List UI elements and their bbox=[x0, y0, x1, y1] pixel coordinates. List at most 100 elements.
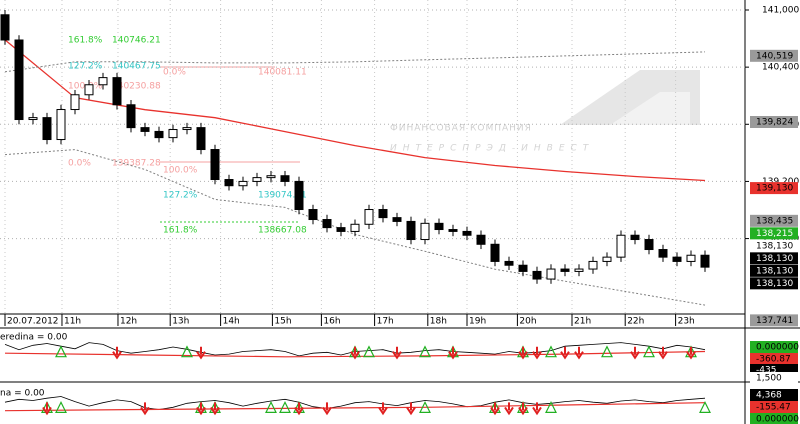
fib-label: 127.2% bbox=[68, 62, 103, 72]
x-tick-label: 14h bbox=[223, 317, 240, 327]
candle-body bbox=[336, 227, 346, 232]
sell-signal bbox=[532, 402, 542, 416]
candle-body bbox=[182, 127, 192, 131]
x-tick-label: 12h bbox=[120, 317, 137, 327]
x-tick-label: 18h bbox=[430, 317, 447, 327]
x-tick-label: 13h bbox=[172, 317, 189, 327]
sell-signal bbox=[196, 402, 206, 416]
candle-body bbox=[378, 209, 388, 219]
panel-tag bbox=[750, 341, 798, 353]
panel-tag bbox=[750, 389, 798, 401]
watermark-text: ИНТЕРСПРЭД-ИНВЕСТ bbox=[390, 144, 594, 154]
panel-tag bbox=[750, 413, 798, 424]
panel-title: eredina = 0.00 bbox=[0, 333, 68, 343]
candle-body bbox=[252, 177, 262, 182]
candle-body bbox=[154, 130, 164, 139]
panel-tag-label: 4,368 bbox=[756, 391, 782, 401]
fib-label: 140746.21 bbox=[112, 36, 161, 46]
candle-body bbox=[42, 117, 52, 141]
candle-body bbox=[364, 209, 374, 225]
panel-tag-label: -435 bbox=[756, 366, 776, 376]
sell-signal bbox=[490, 402, 500, 416]
x-tick-label: 16h bbox=[323, 317, 340, 327]
sell-signal bbox=[140, 402, 150, 416]
sell-signal bbox=[518, 402, 528, 416]
oscillator-line bbox=[4, 396, 706, 410]
watermark-text: ФИНАНСОВАЯ КОМПАНИЯ bbox=[390, 124, 532, 134]
candle-body bbox=[84, 84, 94, 96]
indicator-line bbox=[4, 39, 706, 182]
sell-signal bbox=[406, 402, 416, 416]
fib-label: 127.2% bbox=[163, 191, 198, 201]
price-tag bbox=[750, 116, 798, 128]
price-tag bbox=[750, 182, 798, 195]
candle-body bbox=[14, 39, 24, 121]
price-tag-label: 138,130 bbox=[756, 254, 793, 264]
price-tag-label: 138,215 bbox=[756, 229, 793, 239]
sell-signal bbox=[532, 346, 542, 360]
candle-body bbox=[672, 256, 682, 262]
panel-tag bbox=[750, 353, 798, 365]
logo-shape bbox=[610, 92, 690, 125]
price-tag-label: 139,824 bbox=[756, 118, 793, 128]
panel-tag-label: 1,500 bbox=[756, 374, 782, 384]
fib-label: 161.8% bbox=[68, 36, 103, 46]
candle-body bbox=[700, 254, 710, 268]
fib-label: 0.0% bbox=[68, 159, 91, 169]
sell-signal bbox=[350, 346, 360, 360]
signal-line bbox=[4, 402, 706, 412]
candle-body bbox=[168, 129, 178, 139]
candle-body bbox=[112, 77, 122, 106]
x-tick-label: 17h bbox=[377, 317, 394, 327]
sell-signal bbox=[504, 402, 514, 416]
candle-body bbox=[70, 94, 80, 111]
buy-signal bbox=[419, 345, 431, 358]
candle-body bbox=[644, 239, 654, 251]
candle-body bbox=[686, 254, 696, 262]
sell-signal bbox=[378, 402, 388, 416]
panel-title: na = 0.00 bbox=[0, 389, 45, 399]
price-tag bbox=[750, 227, 798, 240]
buy-signal bbox=[279, 401, 291, 413]
sell-signal bbox=[42, 402, 52, 416]
x-tick-label: 23h bbox=[678, 317, 695, 327]
candle-body bbox=[98, 77, 108, 86]
candle-body bbox=[504, 260, 514, 266]
buy-signal bbox=[545, 401, 557, 413]
price-tag-label: 138,435 bbox=[756, 216, 793, 226]
candle-body bbox=[280, 175, 290, 182]
candle-body bbox=[630, 234, 640, 241]
panel-tag bbox=[750, 401, 798, 413]
x-tick-label: 11h bbox=[64, 317, 81, 327]
candle-body bbox=[224, 179, 234, 187]
sell-signal bbox=[112, 346, 122, 360]
price-tag bbox=[750, 49, 798, 62]
buy-signal bbox=[181, 345, 193, 358]
fib-label: 140467.75 bbox=[112, 62, 161, 72]
x-tick-label: 20.07.2012 bbox=[7, 317, 59, 327]
sell-signal bbox=[448, 346, 458, 360]
candle-body bbox=[266, 175, 276, 179]
price-tag bbox=[750, 314, 798, 327]
price-tag-label: 137,741 bbox=[756, 316, 793, 326]
candle-body bbox=[406, 220, 416, 241]
candle-body bbox=[210, 149, 220, 181]
candle-body bbox=[392, 217, 402, 222]
y-tick-label: 141,000 bbox=[762, 6, 799, 16]
sell-signal bbox=[630, 346, 640, 360]
price-tag bbox=[750, 264, 798, 277]
buy-signal bbox=[265, 401, 277, 413]
panel-tag bbox=[750, 372, 798, 384]
candle-body bbox=[518, 264, 528, 272]
candle-body bbox=[0, 14, 10, 41]
y-tick-label: 140,400 bbox=[762, 63, 799, 73]
price-tag-label: 138,130 bbox=[756, 266, 793, 276]
fib-label: 139074.51 bbox=[258, 191, 307, 201]
panel-tag-label: 0.000000 bbox=[756, 343, 799, 353]
candle-body bbox=[448, 229, 458, 232]
candle-body bbox=[420, 222, 430, 241]
panel-tag-label: 0.000000 bbox=[756, 415, 799, 424]
fib-label: 100.0% bbox=[163, 166, 198, 176]
candle-body bbox=[546, 268, 556, 280]
